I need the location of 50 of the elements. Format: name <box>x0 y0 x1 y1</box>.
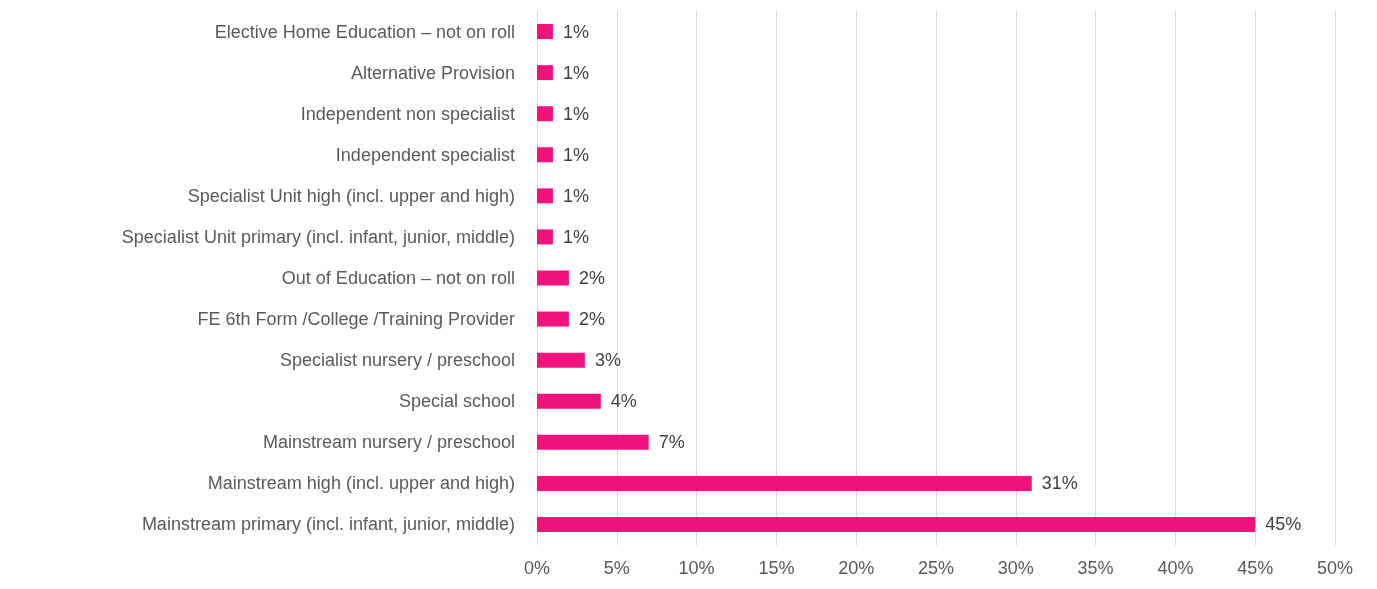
data-label: 2% <box>578 309 605 330</box>
y-tick-label: Mainstream high (incl. upper and high) <box>207 473 515 494</box>
bar <box>537 352 585 368</box>
y-tick-label: Alternative Provision <box>350 62 515 83</box>
data-label: 3% <box>594 350 621 371</box>
x-tick-label: 0% <box>523 558 551 578</box>
x-tick-label: 50% <box>1316 558 1354 578</box>
y-tick-label: FE 6th Form /College /Training Provider <box>197 309 515 330</box>
y-tick-label: Independent specialist <box>335 144 515 165</box>
data-label: 1% <box>562 103 589 124</box>
bar <box>537 24 553 40</box>
bar <box>537 229 553 245</box>
x-tick-label: 40% <box>1157 558 1194 578</box>
data-label: 2% <box>578 268 605 288</box>
x-tick-label: 35% <box>1077 558 1114 578</box>
data-label: 4% <box>610 391 637 412</box>
bar <box>537 188 553 204</box>
bar <box>537 434 649 450</box>
y-tick-label: Independent non specialist <box>300 103 515 124</box>
y-tick-label: Mainstream primary (incl. infant, junior, middle) <box>141 514 515 535</box>
x-tick-label: 25% <box>917 558 955 578</box>
y-tick-label: Special school <box>398 391 515 412</box>
y-tick-label: Specialist Unit primary (incl. infant, junior, middle) <box>121 226 515 247</box>
data-label: 1% <box>562 226 589 247</box>
x-tick-label: 10% <box>678 558 715 578</box>
y-tick-label: Mainstream nursery / preschool <box>262 432 515 453</box>
bar <box>537 65 553 81</box>
data-label: 45% <box>1265 514 1302 535</box>
bar <box>537 516 1256 532</box>
data-label: 1% <box>562 144 589 165</box>
y-tick-label: Specialist nursery / preschool <box>279 350 515 371</box>
data-label: 1% <box>562 21 589 42</box>
data-label: 1% <box>562 62 589 83</box>
bar <box>537 393 601 409</box>
bar <box>537 270 569 286</box>
bar <box>537 106 553 122</box>
y-tick-label: Specialist Unit high (incl. upper and high) <box>187 185 515 206</box>
x-tick-label: 20% <box>838 558 875 578</box>
x-tick-label: 45% <box>1237 558 1274 578</box>
bar <box>537 147 553 163</box>
bar <box>537 311 569 327</box>
bar <box>537 475 1032 491</box>
y-tick-label: Out of Education – not on roll <box>281 268 515 288</box>
data-label: 1% <box>562 185 589 206</box>
y-tick-label: Elective Home Education – not on roll <box>214 21 515 42</box>
x-tick-label: 5% <box>603 558 630 578</box>
x-tick-label: 30% <box>997 558 1034 578</box>
data-label: 7% <box>658 432 685 453</box>
data-label: 31% <box>1041 473 1078 494</box>
x-tick-label: 15% <box>758 558 795 578</box>
